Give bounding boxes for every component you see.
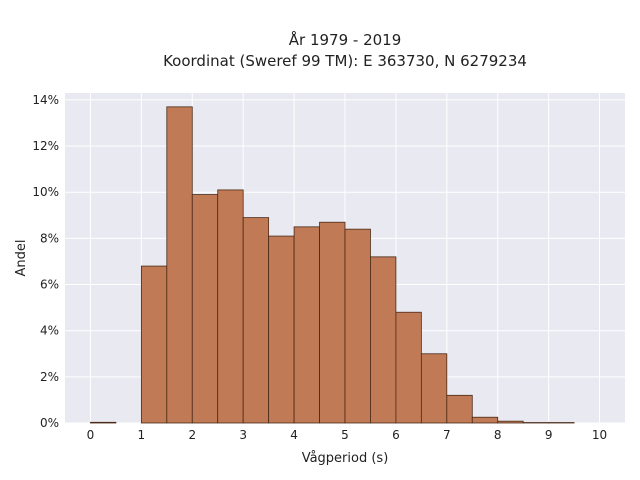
- x-tick-label: 10: [592, 428, 607, 442]
- histogram-bar: [242, 217, 270, 424]
- chart-title-line-2: Koordinat (Sweref 99 TM): E 363730, N 62…: [163, 52, 527, 70]
- histogram-bars: [90, 106, 575, 424]
- x-tick-label: 5: [341, 428, 349, 442]
- y-tick-label: 0%: [40, 416, 59, 430]
- histogram-bar: [166, 106, 193, 424]
- x-tick-label: 6: [392, 428, 400, 442]
- y-axis-ticks: 0% 2% 4% 6% 8% 10% 12% 14%: [32, 93, 59, 430]
- y-tick-label: 4%: [40, 324, 59, 338]
- histogram-bar: [471, 416, 499, 424]
- histogram-bar: [268, 235, 295, 424]
- y-axis-label: Andel: [14, 240, 29, 277]
- x-tick-label: 8: [494, 428, 502, 442]
- histogram-bar: [344, 228, 371, 424]
- x-tick-label: 0: [87, 428, 95, 442]
- histogram-bar: [420, 353, 448, 424]
- y-tick-label: 8%: [40, 231, 59, 245]
- histogram-bar: [370, 256, 397, 424]
- histogram-bar: [140, 265, 168, 424]
- histogram-bar: [293, 226, 320, 424]
- x-axis-ticks: 0 1 2 3 4 5 6 7 8 9 10: [87, 428, 608, 442]
- y-tick-label: 2%: [40, 370, 59, 384]
- histogram-bar: [446, 394, 473, 424]
- histogram-bar: [90, 421, 117, 424]
- histogram-bar: [217, 189, 244, 424]
- y-tick-label: 6%: [40, 278, 59, 292]
- y-tick-label: 14%: [32, 93, 59, 107]
- x-axis-label: Vågperiod (s): [302, 451, 389, 466]
- x-tick-label: 4: [290, 428, 298, 442]
- x-tick-label: 9: [545, 428, 553, 442]
- x-tick-label: 1: [138, 428, 146, 442]
- histogram-bar: [319, 221, 346, 424]
- histogram-bar: [191, 194, 219, 424]
- histogram-bar: [497, 420, 524, 424]
- y-tick-label: 10%: [32, 185, 59, 199]
- x-tick-label: 3: [239, 428, 247, 442]
- x-tick-label: 7: [443, 428, 451, 442]
- histogram-bar: [395, 311, 422, 424]
- x-tick-label: 2: [188, 428, 196, 442]
- chart-title-line-1: År 1979 - 2019: [289, 30, 402, 49]
- y-tick-label: 12%: [32, 139, 59, 153]
